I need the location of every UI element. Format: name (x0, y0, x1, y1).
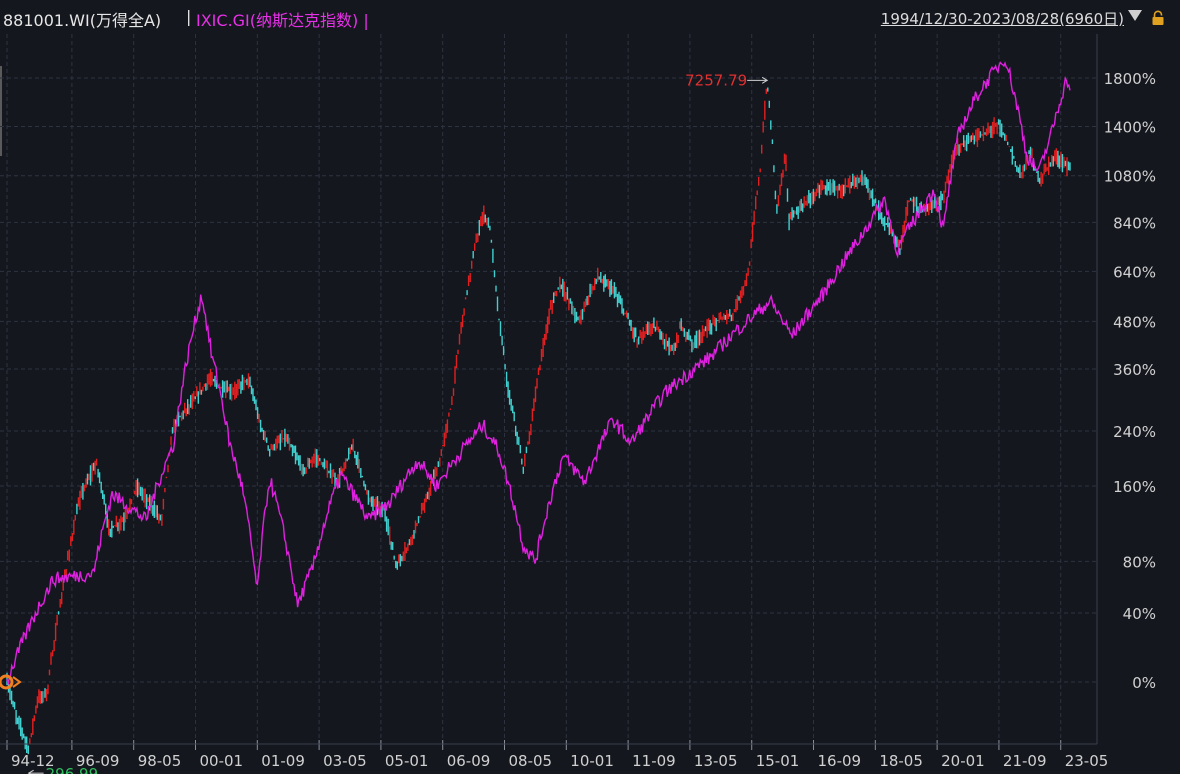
x-tick-label: 11-09 (632, 752, 676, 770)
ixic-series-line (6, 61, 1071, 685)
x-tick-label: 96-09 (76, 752, 120, 770)
chart-header: 881001.WI(万得全A) | IXIC.GI(纳斯达克指数) | 1994… (0, 0, 1180, 34)
y-tick-label: 840% (1113, 214, 1156, 232)
title-separator: | (186, 7, 192, 26)
base-marker-ring (0, 674, 14, 690)
y-tick-label: 640% (1113, 263, 1156, 281)
chevron-down-icon[interactable] (1128, 10, 1142, 21)
x-tick-label: 21-09 (1003, 752, 1047, 770)
y-tick-label: 360% (1113, 361, 1156, 379)
security-code-label[interactable]: 881001.WI(万得全A) (3, 11, 162, 30)
x-tick-label: 23-05 (1065, 752, 1109, 770)
y-tick-label: 160% (1113, 478, 1156, 496)
x-tick-label: 13-05 (694, 752, 738, 770)
x-tick-label: 05-01 (385, 752, 429, 770)
y-tick-label: 0% (1132, 674, 1156, 692)
wind-all-a-candles (6, 87, 1071, 755)
x-tick-label: 06-09 (447, 752, 491, 770)
base-point-marker (0, 674, 22, 690)
x-tick-label: 01-09 (261, 752, 305, 770)
x-tick-label: 00-01 (199, 752, 243, 770)
x-tick-label: 03-05 (323, 752, 367, 770)
candle-down-bars (6, 87, 1071, 755)
x-tick-label: 18-05 (879, 752, 923, 770)
y-axis-tick-labels: 1800% 1400% 1080% 840% 640% 480% 360% 240% 160% 8… (1104, 70, 1156, 692)
extreme-annotations: 7257.79 296.99 (27, 71, 769, 774)
y-tick-label: 1800% (1104, 70, 1156, 88)
low-value-label: 296.99 (46, 765, 99, 774)
x-tick-label: 98-05 (138, 752, 182, 770)
grid-lines (0, 34, 1097, 744)
x-tick-label: 15-01 (756, 752, 800, 770)
ixic-line (6, 61, 1071, 685)
x-tick-label: 16-09 (818, 752, 862, 770)
x-tick-label: 10-01 (570, 752, 614, 770)
y-tick-label: 240% (1113, 423, 1156, 441)
scroll-handle[interactable] (0, 66, 2, 156)
y-tick-label: 80% (1123, 553, 1156, 571)
lock-icon[interactable] (1150, 10, 1166, 26)
candle-up-bars (29, 88, 1068, 745)
x-tick-label: 20-01 (941, 752, 985, 770)
low-arrowhead (27, 769, 34, 774)
x-tick-label: 08-05 (509, 752, 553, 770)
date-range-link[interactable]: 1994/12/30-2023/08/28(6960日) (880, 10, 1124, 28)
x-axis-tick-labels: 94-12 96-09 98-05 00-01 01-09 03-05 05-01 06-09… (0, 740, 1108, 770)
comparison-index-label[interactable]: IXIC.GI(纳斯达克指数) | (196, 11, 369, 30)
high-value-label: 7257.79 (685, 71, 747, 89)
high-arrowhead (761, 76, 769, 84)
y-tick-label: 40% (1123, 605, 1156, 623)
y-tick-label: 1080% (1104, 168, 1156, 186)
base-marker-arrow (12, 676, 22, 688)
x-tick-label: 94-12 (11, 752, 55, 770)
y-tick-label: 480% (1113, 313, 1156, 331)
y-tick-label: 1400% (1104, 118, 1156, 136)
chart-area: 7257.79 296.99 1800% 1400% 1080% 840% 640% 480… (0, 34, 1156, 774)
